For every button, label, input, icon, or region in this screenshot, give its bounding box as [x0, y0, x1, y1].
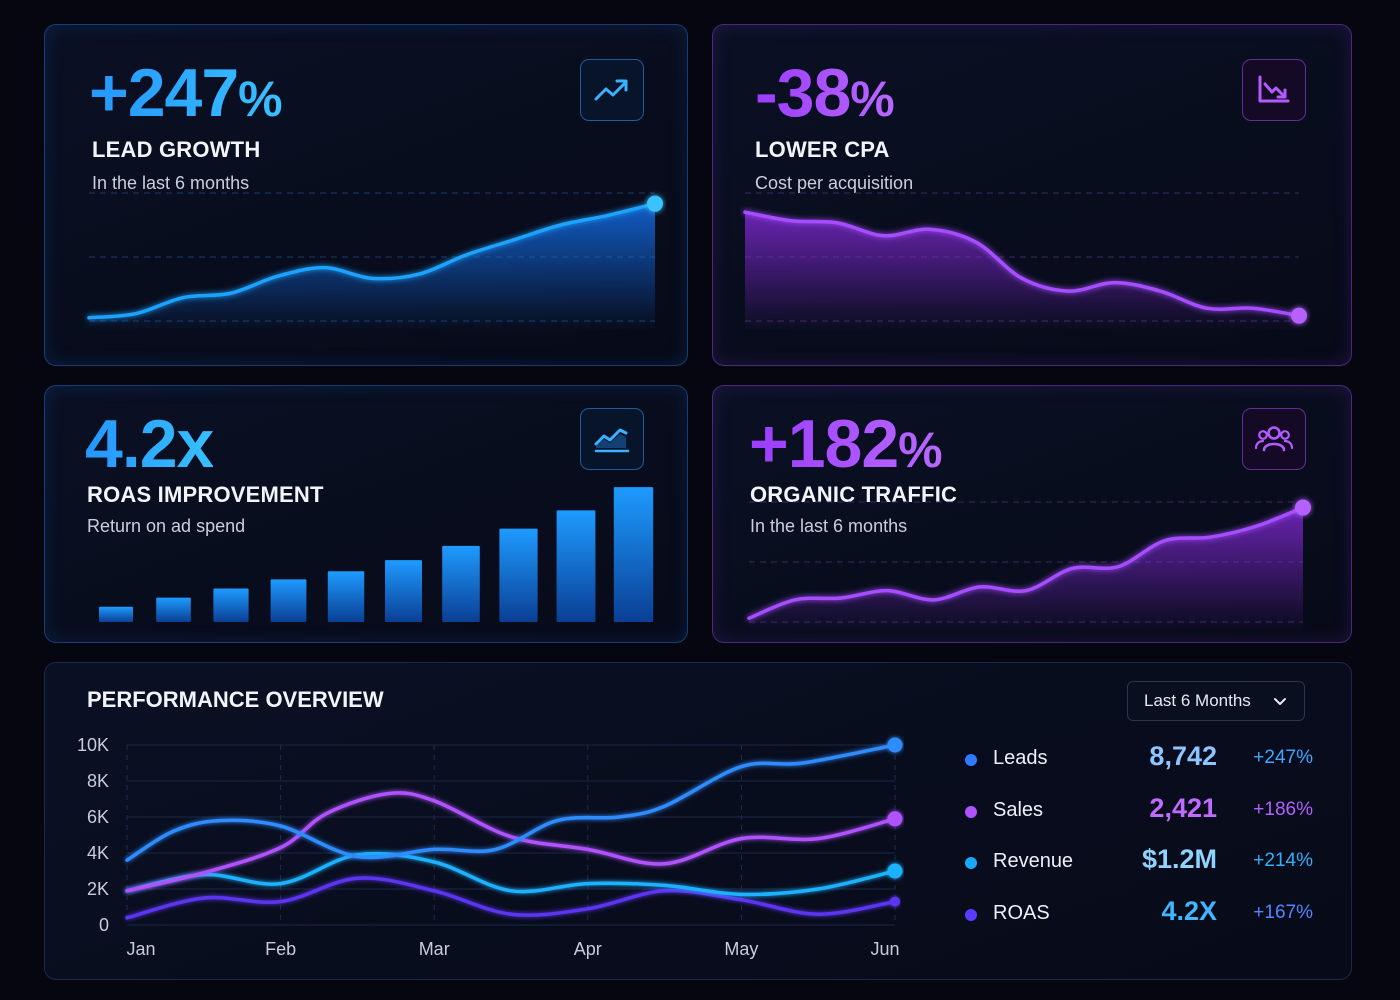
endpoint-marker: [1291, 307, 1307, 324]
x-tick-label: Jan: [126, 939, 155, 959]
series-line: [747, 505, 1305, 621]
legend-label: Revenue: [993, 850, 1074, 872]
y-tick-label: 2K: [87, 879, 109, 899]
series-line-revenue: [125, 851, 897, 897]
y-tick-label: 8K: [87, 771, 109, 791]
organic-traffic-value: +182%: [749, 406, 942, 482]
bar: [327, 571, 365, 622]
date-range-select[interactable]: Last 6 Months: [1127, 681, 1305, 721]
x-tick-label: May: [724, 939, 758, 959]
trending-up-icon[interactable]: [580, 59, 644, 121]
bar: [270, 579, 307, 622]
area-fill: [749, 507, 1303, 630]
lower-cpa-chart: [743, 192, 1307, 329]
series-line: [743, 210, 1301, 318]
organic-traffic-card: +182% ORGANIC TRAFFIC In the last 6 mont…: [712, 385, 1352, 643]
legend-dot: [965, 805, 977, 818]
legend-item-roas[interactable]: ROAS 4.2X +167%: [961, 896, 1313, 932]
legend-item-leads[interactable]: Leads 8,742 +247%: [961, 741, 1313, 777]
organic-traffic-label: ORGANIC TRAFFIC: [750, 482, 958, 507]
roas-card: 4.2x ROAS IMPROVEMENT Return on ad spend: [44, 385, 688, 643]
legend-change: +167%: [1253, 901, 1313, 923]
lead-growth-label: LEAD GROWTH: [92, 137, 261, 162]
legend-change: +186%: [1253, 798, 1313, 820]
y-tick-label: 10K: [77, 735, 109, 755]
performance-overview-card: PERFORMANCE OVERVIEW Last 6 Months 0 2K 4K…: [44, 662, 1352, 980]
date-range-select-value: Last 6 Months: [1144, 691, 1251, 710]
y-tick-label: 6K: [87, 807, 109, 827]
lead-growth-chart: [87, 192, 663, 329]
lead-growth-value: +247%: [89, 55, 282, 131]
legend-item-sales[interactable]: Sales 2,421 +186%: [961, 793, 1313, 829]
endpoint-marker: [887, 811, 903, 827]
series-line-leads: [125, 743, 897, 862]
performance-line-chart: 0 2K 4K 6K 8K 10K Jan Feb Mar Apr May Jun: [77, 735, 903, 959]
endpoint-marker: [1295, 499, 1311, 516]
legend-change: +214%: [1253, 850, 1313, 871]
x-tick-label: Feb: [265, 939, 296, 959]
lower-cpa-label: LOWER CPA: [755, 137, 890, 162]
legend-value: 4.2X: [1161, 895, 1217, 926]
legend-value: 2,421: [1149, 792, 1217, 823]
legend-value: $1.2M: [1141, 844, 1217, 874]
lead-growth-sub: In the last 6 months: [92, 173, 250, 193]
lead-growth-card: +247% LEAD GROWTH In the last 6 months: [44, 24, 688, 366]
endpoint-marker: [647, 195, 663, 212]
bar: [613, 487, 654, 622]
performance-overview-title: PERFORMANCE OVERVIEW: [87, 687, 384, 712]
legend-label: ROAS: [993, 901, 1050, 924]
organic-traffic-chart: [747, 499, 1311, 630]
legend-dot: [965, 908, 977, 921]
legend-dot: [965, 857, 977, 869]
roas-sub: Return on ad spend: [87, 516, 246, 536]
legend-label: Leads: [993, 747, 1048, 769]
y-tick-label: 4K: [87, 843, 109, 863]
endpoint-marker: [890, 896, 900, 907]
area-fill: [89, 203, 655, 329]
bar: [99, 606, 133, 622]
legend-change: +247%: [1253, 747, 1313, 768]
x-tick-label: Jun: [870, 939, 899, 959]
lower-cpa-sub: Cost per acquisition: [755, 173, 914, 193]
trending-down-icon[interactable]: [1242, 59, 1306, 121]
bar: [156, 597, 191, 622]
x-tick-label: Apr: [574, 939, 602, 959]
series-line-roas: [125, 876, 897, 920]
chevron-down-icon: [1274, 698, 1286, 705]
lower-cpa-value: -38%: [755, 55, 894, 131]
users-icon[interactable]: [1242, 408, 1306, 470]
x-tick-label: Mar: [419, 939, 450, 959]
y-tick-label: 0: [99, 915, 109, 935]
series-line: [87, 201, 657, 320]
bar: [442, 545, 480, 622]
organic-traffic-sub: In the last 6 months: [750, 516, 908, 536]
bar: [499, 528, 538, 622]
roas-bar-chart: [99, 487, 654, 622]
roas-label: ROAS IMPROVEMENT: [87, 482, 324, 507]
area-chart-icon[interactable]: [580, 408, 644, 470]
bar: [556, 510, 596, 622]
bar: [213, 588, 249, 622]
endpoint-marker: [887, 863, 903, 879]
endpoint-marker: [887, 737, 903, 753]
series-line-sales: [125, 791, 897, 893]
bar: [385, 560, 422, 622]
legend-item-revenue[interactable]: Revenue $1.2M +214%: [961, 844, 1313, 880]
legend-value: 8,742: [1149, 741, 1217, 771]
legend-label: Sales: [993, 798, 1044, 821]
lower-cpa-card: -38% LOWER CPA Cost per acquisition: [712, 24, 1352, 366]
legend-dot: [965, 754, 977, 766]
roas-value: 4.2x: [85, 406, 214, 482]
area-fill: [745, 212, 1299, 329]
